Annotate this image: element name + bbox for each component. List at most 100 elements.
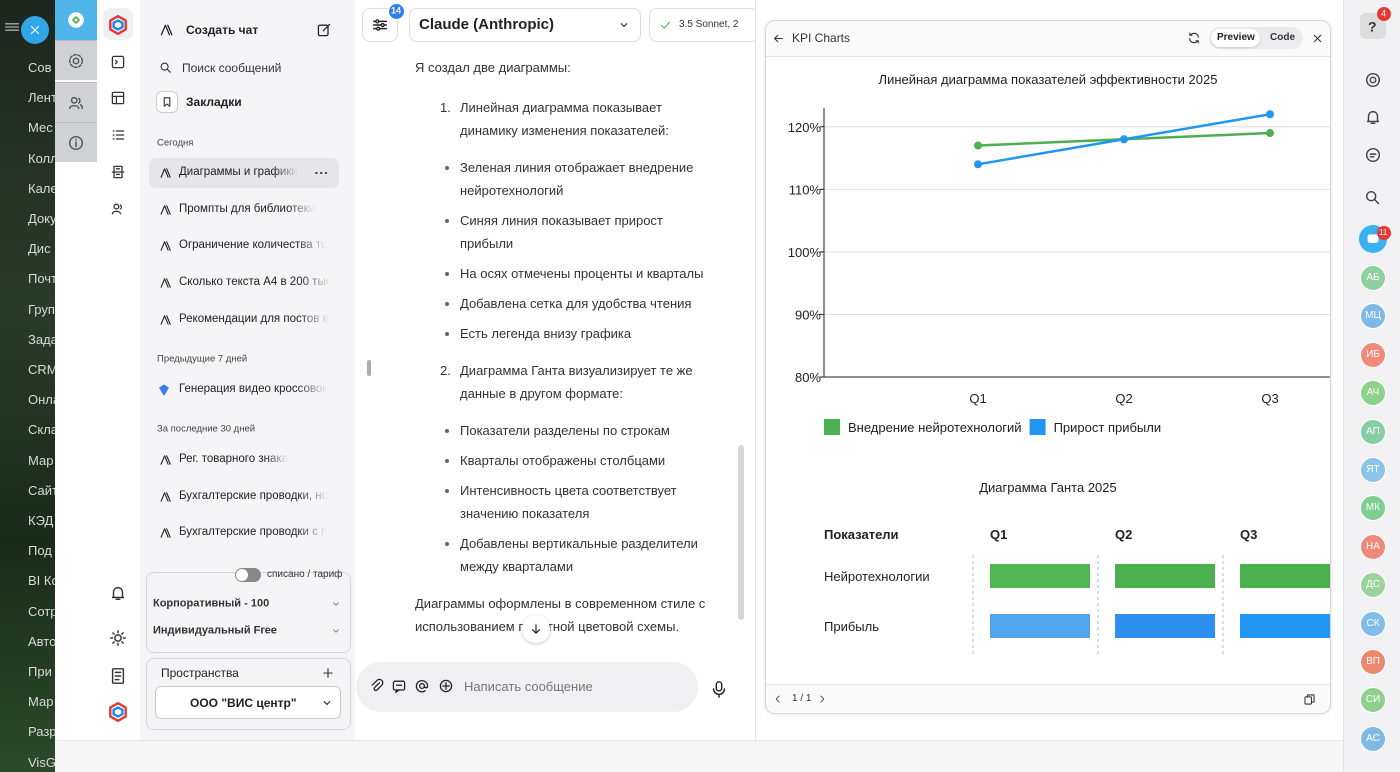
chat-item[interactable]: Ограничение количества то [179, 239, 328, 252]
legend-label: Внедрение нейротехнологий [848, 420, 1022, 435]
edit-icon[interactable] [316, 22, 332, 38]
tile-info-icon[interactable] [67, 134, 85, 152]
nav-icon[interactable] [110, 127, 126, 143]
plan[interactable]: Корпоративный - 100 [153, 597, 270, 610]
chart-title: Линейная диаграмма показателей эффективн… [879, 72, 1218, 87]
tile-logo[interactable] [66, 10, 86, 30]
theme-icon[interactable] [109, 629, 127, 647]
avatar[interactable] [1360, 418, 1386, 445]
selected-chat[interactable] [149, 158, 339, 188]
version-check[interactable] [659, 19, 672, 32]
bookmarks-icon[interactable] [160, 95, 174, 109]
avatar[interactable] [1360, 380, 1386, 407]
prev-page[interactable] [772, 693, 784, 705]
plan[interactable]: Индивидуальный Free [153, 624, 277, 637]
mic-icon[interactable] [710, 680, 728, 698]
avatar[interactable] [1360, 533, 1386, 560]
sidebar-group-title: За последние 30 дней [157, 423, 256, 435]
input-tool[interactable] [391, 678, 407, 694]
background-menu-item: Колл [28, 150, 58, 166]
new-chat[interactable]: Создать чат [186, 22, 259, 37]
input-tool[interactable] [438, 678, 454, 694]
right-bar-icon[interactable] [1364, 189, 1382, 207]
bookmarks[interactable]: Закладки [186, 94, 242, 109]
add-space[interactable] [321, 666, 335, 680]
plan-chevron[interactable] [330, 598, 342, 610]
space-select[interactable] [155, 686, 341, 719]
nav-icon[interactable] [110, 90, 126, 106]
nav-icon-part [111, 95, 125, 105]
hamburger[interactable] [4, 19, 20, 35]
plan-chevron[interactable] [330, 625, 342, 637]
bullet-item: Добавлены вертикальные разделители между… [415, 532, 715, 578]
avatar[interactable] [1360, 649, 1386, 675]
copy-icon-part [1306, 693, 1315, 703]
back-icon[interactable] [772, 32, 785, 45]
input-tool[interactable] [414, 678, 430, 694]
chat-item[interactable]: Бухгалтерские проводки, но [179, 490, 329, 503]
tile-settings-icon[interactable] [67, 52, 85, 70]
settings-button[interactable] [362, 8, 398, 42]
message-outro: Диаграммы оформлены в современном стиле … [415, 596, 706, 634]
refresh-icon[interactable] [1187, 31, 1201, 45]
chat-item[interactable]: Генерация видео кроссовок [179, 383, 328, 396]
avatar-initials: МК [1365, 502, 1381, 514]
settings-icon[interactable] [371, 16, 389, 34]
chat-icon [160, 241, 171, 251]
input-bar[interactable] [356, 662, 698, 712]
nav-icon[interactable] [110, 201, 126, 217]
space-chevron[interactable] [320, 696, 334, 710]
tab[interactable]: Preview [1217, 32, 1255, 43]
close-icon[interactable] [28, 23, 42, 37]
data-point [974, 160, 982, 169]
copy-icon[interactable] [1303, 693, 1316, 706]
avatar[interactable] [1360, 725, 1386, 752]
chat-item[interactable]: Бухгалтерские проводки с п [179, 526, 328, 539]
chat-item[interactable]: Промпты для библиотеки [179, 203, 316, 216]
chat-item[interactable]: Диаграммы и графики [179, 166, 298, 179]
gantt-row-label: Нейротехнологии [824, 569, 930, 584]
bullet-text: Кварталы отображены столбцами [460, 453, 666, 468]
chat-menu[interactable] [313, 165, 329, 181]
chat-item[interactable]: Рекомендации для постов в [179, 313, 329, 326]
data-point [1266, 129, 1274, 138]
avatar[interactable] [1360, 495, 1386, 522]
docs-icon[interactable] [109, 667, 127, 685]
tile-users-icon[interactable] [67, 94, 85, 112]
avatar[interactable] [1360, 303, 1386, 330]
tile-settings[interactable] [55, 40, 97, 80]
avatar[interactable] [1360, 457, 1386, 483]
model-select[interactable] [409, 8, 641, 42]
settings-icon-part [380, 22, 385, 28]
close-preview[interactable] [1311, 32, 1324, 45]
nav-icon[interactable] [110, 164, 126, 180]
input-tool[interactable] [369, 678, 385, 694]
chat-item[interactable]: Сколько текста А4 в 200 тыс [179, 276, 332, 289]
resize-handle[interactable] [367, 360, 371, 376]
avatar[interactable] [1360, 265, 1386, 291]
tab-active[interactable] [1211, 29, 1260, 47]
tab[interactable]: Code [1270, 32, 1295, 43]
scroll-down-icon[interactable] [529, 622, 543, 636]
right-bar-icon[interactable] [1364, 146, 1382, 164]
nav-icon[interactable] [110, 54, 126, 70]
next-page[interactable] [816, 693, 828, 705]
list-text: Диаграмма Ганта визуализирует те же данн… [460, 363, 693, 401]
avatar[interactable] [1360, 341, 1386, 368]
search[interactable]: Поиск сообщений [182, 60, 282, 75]
background-menu-item: Доку [28, 211, 57, 227]
chat-item[interactable]: Рег. товарного знака [179, 453, 289, 466]
right-bar-icon[interactable] [1364, 71, 1382, 89]
model-chevron[interactable] [617, 18, 631, 32]
search-icon[interactable] [159, 61, 173, 75]
bullet-text: Добавлены вертикальные разделители между… [460, 536, 698, 574]
bullet-item: Показатели разделены по строкам [415, 419, 715, 442]
avatar[interactable] [1360, 687, 1386, 714]
right-bar-icon[interactable] [1364, 108, 1382, 126]
avatar[interactable] [1360, 610, 1386, 637]
chat-icon[interactable] [1365, 231, 1381, 247]
bell-icon[interactable] [109, 584, 127, 602]
avatar[interactable] [1360, 572, 1386, 599]
input-tool-part [371, 678, 384, 692]
background-menu-item: Скла [28, 422, 59, 438]
